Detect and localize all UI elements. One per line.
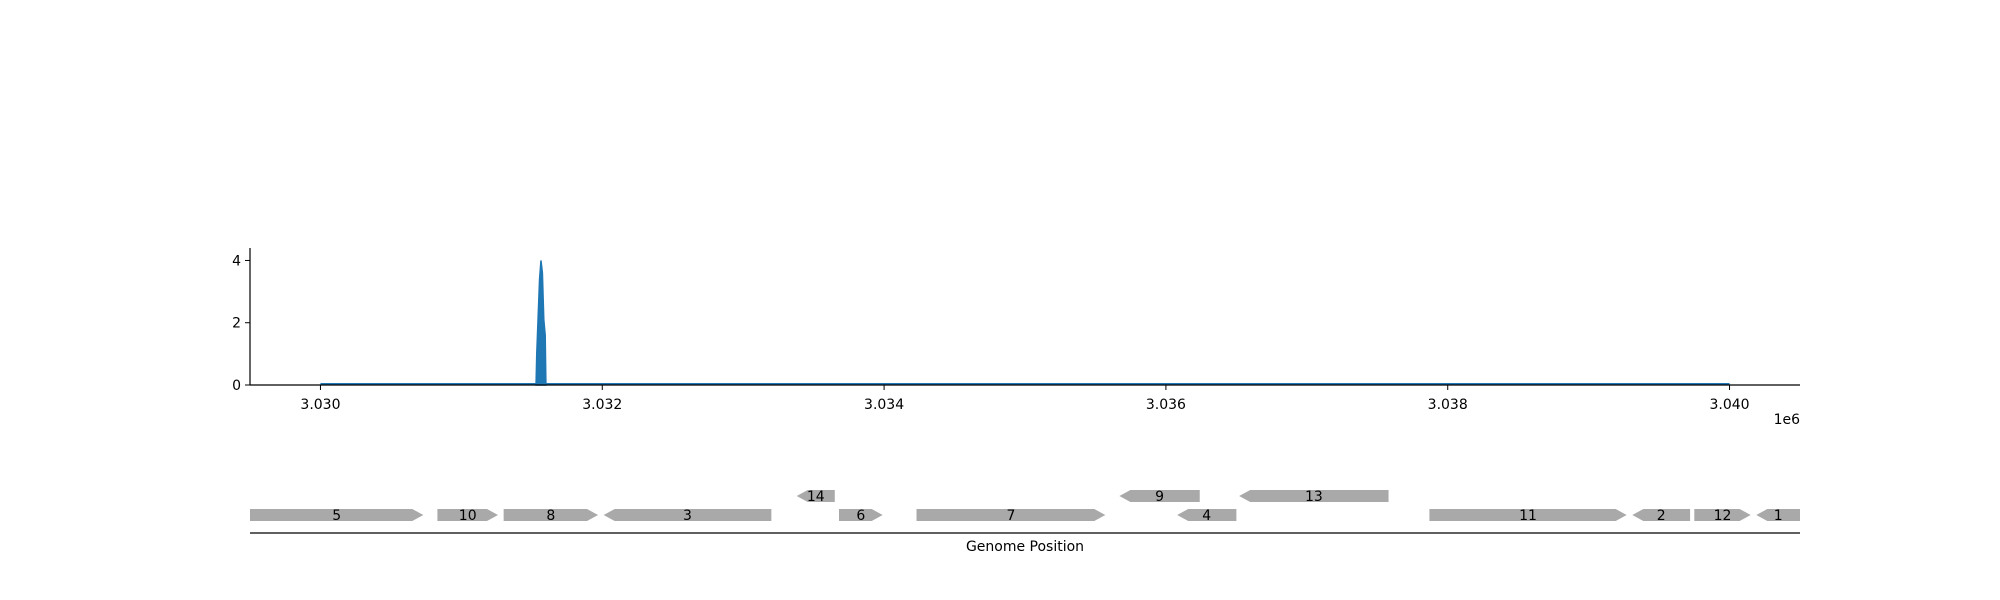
gene-feature-10 bbox=[437, 509, 498, 521]
x-tick-label: 3.030 bbox=[300, 397, 340, 413]
x-offset-label: 1e6 bbox=[1774, 412, 1801, 428]
gene-label: 8 bbox=[546, 508, 555, 524]
gene-feature-12 bbox=[1694, 509, 1751, 521]
gene-label: 5 bbox=[332, 508, 341, 524]
coverage-y-ticks: 0 2 4 bbox=[232, 253, 250, 394]
gene-feature-8 bbox=[503, 509, 599, 521]
gene-feature-1 bbox=[1756, 509, 1800, 521]
coverage-peak bbox=[535, 260, 547, 386]
y-tick-label: 0 bbox=[232, 378, 241, 394]
gene-label: 14 bbox=[807, 489, 825, 505]
x-tick-label: 3.034 bbox=[864, 397, 904, 413]
x-tick-label: 3.038 bbox=[1428, 397, 1468, 413]
x-tick-label: 3.040 bbox=[1709, 397, 1749, 413]
gene-feature-14 bbox=[796, 490, 835, 502]
gene-feature-13 bbox=[1239, 490, 1389, 502]
gene-label: 7 bbox=[1006, 508, 1015, 524]
gene-label: 6 bbox=[856, 508, 865, 524]
gene-label: 10 bbox=[459, 508, 477, 524]
gene-feature-2 bbox=[1632, 509, 1691, 521]
gene-label: 4 bbox=[1202, 508, 1211, 524]
gene-label: 3 bbox=[683, 508, 692, 524]
x-tick-label: 3.036 bbox=[1146, 397, 1186, 413]
gene-label: 2 bbox=[1657, 508, 1666, 524]
coverage-plot: 3.030 3.032 3.034 3.036 3.038 3.040 0 2 4 1e6 bbox=[232, 248, 1800, 428]
gene-feature-3 bbox=[603, 509, 772, 521]
coverage-x-ticks: 3.030 3.032 3.034 3.036 3.038 3.040 bbox=[300, 385, 1750, 413]
coverage-area bbox=[320, 260, 1730, 386]
gene-label: 12 bbox=[1714, 508, 1732, 524]
gene-track-x-label: Genome Position bbox=[966, 539, 1084, 555]
gene-label: 11 bbox=[1519, 508, 1537, 524]
y-tick-label: 2 bbox=[232, 316, 241, 332]
gene-feature-4 bbox=[1177, 509, 1237, 521]
y-tick-label: 4 bbox=[232, 253, 241, 269]
gene-feature-9 bbox=[1119, 490, 1200, 502]
gene-track: 5 10 8 3 14 6 7 9 4 13 11 2 12 1 Genome Position bbox=[250, 489, 1800, 555]
gene-label: 9 bbox=[1155, 489, 1164, 505]
gene-feature-7 bbox=[916, 509, 1106, 521]
gene-feature-11 bbox=[1429, 509, 1627, 521]
gene-label: 1 bbox=[1774, 508, 1783, 524]
x-tick-label: 3.032 bbox=[582, 397, 622, 413]
gene-feature-6 bbox=[839, 509, 883, 521]
gene-features: 5 10 8 3 14 6 7 9 4 13 11 2 12 1 bbox=[250, 489, 1800, 524]
gene-feature-5 bbox=[250, 509, 424, 521]
gene-label: 13 bbox=[1305, 489, 1323, 505]
